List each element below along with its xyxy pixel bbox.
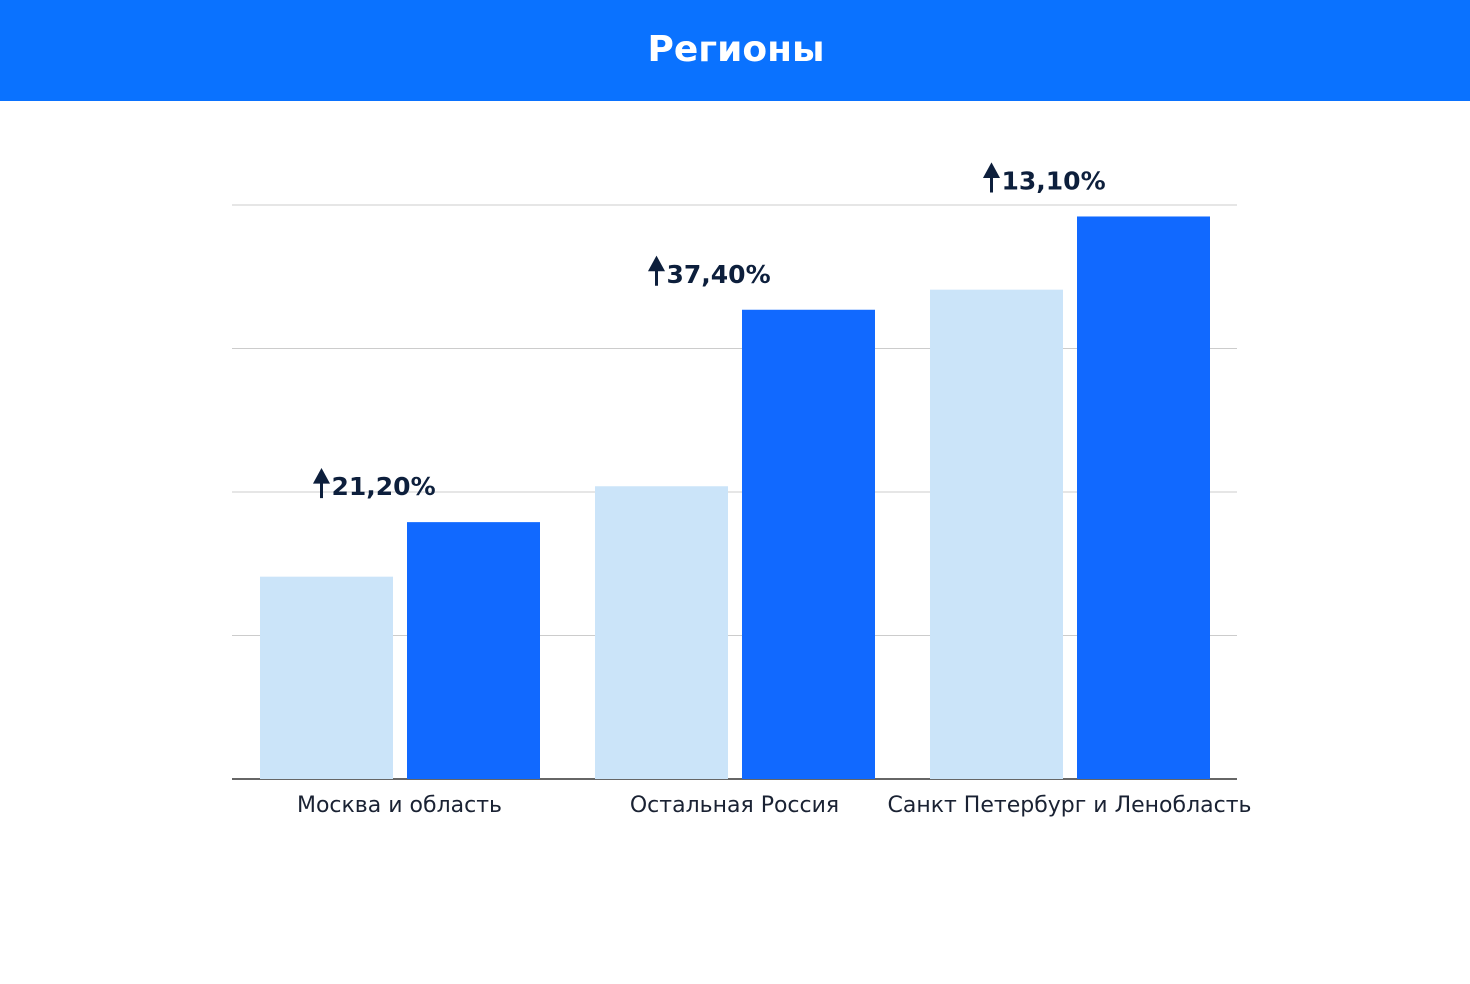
bar: [1077, 216, 1210, 780]
bar: [930, 289, 1063, 779]
x-tick-label: Санкт Петербург и Ленобласть: [887, 793, 1251, 818]
x-tick-label: Остальная Россия: [630, 793, 839, 818]
bar: [595, 486, 728, 779]
bar: [407, 522, 540, 779]
bar: [742, 309, 875, 779]
bar: [260, 576, 393, 779]
annotation: 37,40%: [667, 260, 771, 289]
header-bar: [0, 0, 1470, 101]
arrow-icon: [982, 162, 1001, 193]
x-tick-label: Москва и область: [297, 793, 502, 818]
chart-title: Регионы: [648, 29, 825, 70]
arrow-icon: [312, 468, 331, 499]
annotation: 13,10%: [1002, 166, 1106, 195]
arrow-icon: [647, 255, 666, 286]
annotation: 21,20%: [332, 472, 436, 501]
